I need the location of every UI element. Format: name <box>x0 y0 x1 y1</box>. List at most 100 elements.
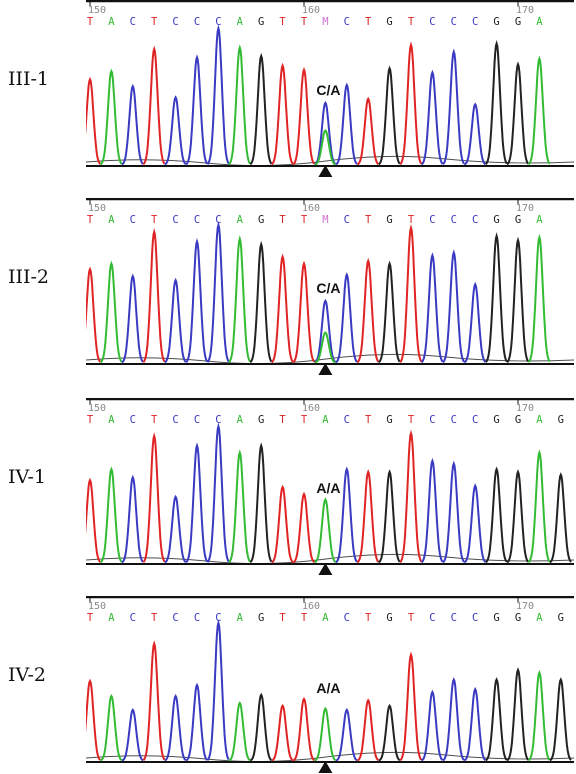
trace-peak <box>506 61 530 166</box>
base-call: T <box>408 414 415 426</box>
trace-peak <box>164 95 187 166</box>
base-call: C <box>472 414 478 426</box>
ruler-tick-label: 160 <box>302 403 320 414</box>
trace-peak <box>164 277 187 364</box>
base-call: T <box>365 16 372 28</box>
trace-peak <box>527 449 551 564</box>
base-call: G <box>386 214 392 226</box>
trace-peak <box>314 298 337 364</box>
ruler-tick-label: 150 <box>88 5 106 16</box>
base-call: T <box>301 16 308 28</box>
trace-peak <box>378 703 401 762</box>
trace-peak <box>356 96 380 166</box>
trace-peak <box>86 266 102 363</box>
sample-label: III-2 <box>8 266 50 288</box>
base-call: C <box>344 214 350 226</box>
trace-peak <box>314 331 337 364</box>
trace-peak <box>121 474 144 564</box>
base-call: C <box>429 214 435 226</box>
base-call: C <box>215 16 221 28</box>
base-call: G <box>515 214 521 226</box>
trace-peak <box>121 83 144 166</box>
trace-peak <box>335 82 358 166</box>
trace-peak <box>206 221 230 363</box>
base-call: T <box>87 16 94 28</box>
variant-marker-triangle <box>318 165 333 177</box>
trace-peak <box>99 466 123 564</box>
trace-peak <box>185 238 209 364</box>
trace-peak <box>549 677 572 762</box>
base-call: C <box>130 16 136 28</box>
base-call: T <box>279 612 286 624</box>
base-call: T <box>279 16 286 28</box>
trace-peak <box>292 491 315 564</box>
trace-peak <box>442 249 465 364</box>
base-call: G <box>386 612 392 624</box>
trace-peak <box>527 670 551 762</box>
trace-peak <box>292 260 316 364</box>
base-call: C <box>172 612 178 624</box>
trace-peak <box>485 466 508 564</box>
sample-label: IV-2 <box>8 664 46 686</box>
genotype-label: A/A <box>316 680 340 696</box>
baseline-noise <box>86 155 574 167</box>
base-call: G <box>386 414 392 426</box>
trace-peak <box>420 457 444 564</box>
base-call: A <box>536 16 543 28</box>
trace-peak <box>463 281 487 364</box>
trace-peak <box>527 55 551 166</box>
trace-peak <box>420 69 444 166</box>
base-call: M <box>322 16 328 28</box>
trace-peak <box>228 701 251 762</box>
trace-peak <box>506 667 530 762</box>
trace-peak <box>164 494 187 564</box>
trace-peak <box>249 442 273 564</box>
base-call: C <box>451 16 457 28</box>
base-call: C <box>172 214 178 226</box>
trace-peak <box>335 708 358 762</box>
base-call: C <box>344 414 350 426</box>
ruler-tick-label: 150 <box>88 203 106 214</box>
ruler-tick-label: 160 <box>302 5 320 16</box>
ruler-tick-label: 150 <box>88 601 106 612</box>
trace-peak <box>270 253 294 364</box>
base-call: G <box>258 214 264 226</box>
trace-peak <box>484 232 508 363</box>
trace-peak <box>185 54 209 166</box>
base-call: A <box>322 612 329 624</box>
base-call: T <box>279 214 286 226</box>
base-call: T <box>408 612 415 624</box>
trace-peak <box>463 483 487 564</box>
chromatogram-panel: IV-2 150 160 170 T A C T C C C A G T T A C T G T C C C G G A G A/A <box>0 596 576 774</box>
trace-peak <box>271 484 294 564</box>
trace-peak <box>356 469 380 564</box>
base-call: C <box>429 612 435 624</box>
variant-marker-triangle <box>318 761 333 773</box>
base-call: G <box>558 414 564 426</box>
base-call: T <box>87 612 94 624</box>
base-call: C <box>429 16 435 28</box>
base-call: G <box>493 16 499 28</box>
trace-peak <box>549 472 572 564</box>
baseline-noise <box>86 553 574 565</box>
trace-peak <box>314 497 337 564</box>
baseline-noise <box>86 353 574 365</box>
trace-peak <box>378 260 401 364</box>
sample-label: IV-1 <box>8 466 46 488</box>
trace-peak <box>271 703 294 762</box>
base-call: T <box>365 214 372 226</box>
base-call: G <box>515 16 521 28</box>
base-call: C <box>344 612 350 624</box>
base-call: C <box>194 414 200 426</box>
base-call: T <box>301 612 308 624</box>
trace-peak <box>399 223 423 363</box>
base-call: G <box>558 612 564 624</box>
base-call: C <box>172 414 178 426</box>
trace-peak <box>442 48 465 166</box>
base-call: T <box>408 214 415 226</box>
base-call: G <box>386 16 392 28</box>
base-call: A <box>237 612 244 624</box>
genotype-label: C/A <box>316 280 340 296</box>
base-call: G <box>258 16 264 28</box>
chromatogram-panel: III-1 150 160 170 T A C T C C C A G T T M C T G T C C C G G A C/A <box>0 0 576 178</box>
